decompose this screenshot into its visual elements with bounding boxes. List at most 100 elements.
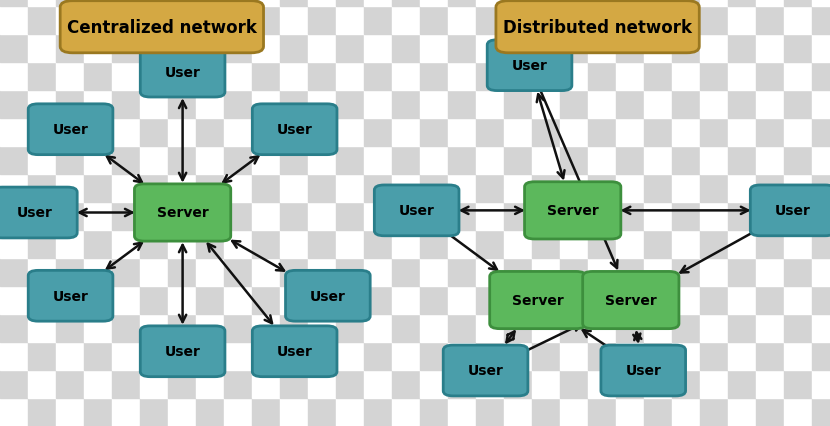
Bar [140, 314, 168, 342]
Bar [336, 370, 364, 398]
Bar [28, 202, 56, 230]
Bar [420, 370, 448, 398]
Bar [420, 119, 448, 147]
Bar [616, 35, 644, 63]
FancyBboxPatch shape [496, 2, 699, 54]
Bar [392, 370, 420, 398]
Bar [756, 147, 784, 175]
Bar [560, 175, 588, 202]
Bar [392, 119, 420, 147]
Bar [84, 286, 112, 314]
Bar [700, 286, 728, 314]
Bar [476, 119, 504, 147]
Bar [336, 342, 364, 370]
Bar [756, 0, 784, 7]
Bar [168, 259, 196, 286]
Bar [392, 286, 420, 314]
Bar [504, 147, 532, 175]
Bar [616, 286, 644, 314]
Bar [336, 314, 364, 342]
Bar [168, 230, 196, 259]
FancyBboxPatch shape [443, 345, 528, 396]
Bar [700, 202, 728, 230]
Bar [756, 314, 784, 342]
Bar [140, 202, 168, 230]
Bar [588, 119, 616, 147]
Bar [56, 119, 84, 147]
Bar [308, 398, 336, 426]
Bar [784, 7, 812, 35]
Bar [0, 370, 28, 398]
Bar [476, 286, 504, 314]
Bar [644, 147, 672, 175]
Bar [196, 314, 224, 342]
Bar [504, 259, 532, 286]
Bar [168, 314, 196, 342]
Bar [728, 259, 756, 286]
Bar [560, 7, 588, 35]
Bar [532, 342, 560, 370]
Bar [476, 202, 504, 230]
Bar [644, 230, 672, 259]
Bar [56, 259, 84, 286]
Bar [532, 7, 560, 35]
Bar [476, 63, 504, 91]
Bar [560, 35, 588, 63]
Bar [756, 91, 784, 119]
Bar [700, 398, 728, 426]
Bar [28, 370, 56, 398]
Bar [784, 35, 812, 63]
Text: Server: Server [605, 294, 657, 307]
FancyBboxPatch shape [750, 186, 830, 236]
Bar [392, 7, 420, 35]
Bar [28, 259, 56, 286]
Bar [588, 35, 616, 63]
Bar [588, 63, 616, 91]
Bar [196, 286, 224, 314]
Bar [700, 91, 728, 119]
Bar [0, 314, 28, 342]
FancyBboxPatch shape [140, 47, 225, 98]
Bar [812, 119, 830, 147]
Bar [700, 0, 728, 7]
Bar [224, 147, 252, 175]
Bar [84, 63, 112, 91]
Bar [476, 147, 504, 175]
Text: Server: Server [157, 206, 208, 220]
Bar [364, 91, 392, 119]
Bar [644, 35, 672, 63]
Bar [336, 230, 364, 259]
Bar [532, 147, 560, 175]
Bar [336, 35, 364, 63]
Bar [84, 175, 112, 202]
Bar [588, 314, 616, 342]
Bar [0, 175, 28, 202]
Bar [756, 398, 784, 426]
Bar [84, 7, 112, 35]
Bar [140, 175, 168, 202]
Bar [700, 342, 728, 370]
Bar [168, 398, 196, 426]
Bar [252, 35, 280, 63]
Bar [308, 91, 336, 119]
Bar [140, 7, 168, 35]
Bar [672, 7, 700, 35]
Bar [644, 398, 672, 426]
Text: User: User [52, 289, 89, 303]
Bar [112, 314, 140, 342]
Bar [28, 7, 56, 35]
Text: User: User [310, 289, 346, 303]
Bar [252, 63, 280, 91]
Bar [784, 91, 812, 119]
Bar [616, 230, 644, 259]
Bar [616, 398, 644, 426]
Bar [56, 7, 84, 35]
Bar [756, 230, 784, 259]
Bar [728, 175, 756, 202]
Bar [644, 63, 672, 91]
Bar [308, 7, 336, 35]
Text: User: User [52, 123, 89, 137]
Bar [364, 0, 392, 7]
Bar [756, 342, 784, 370]
Bar [168, 370, 196, 398]
